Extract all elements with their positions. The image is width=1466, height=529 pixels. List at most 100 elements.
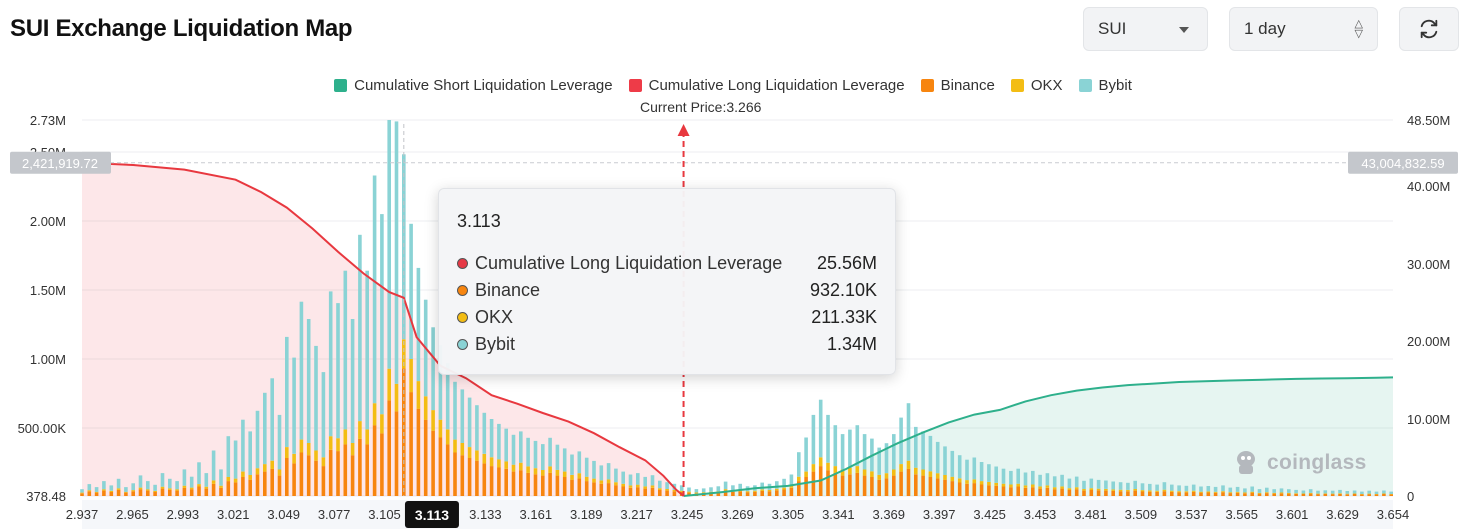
bar-okx (687, 491, 691, 493)
bar-binance (453, 452, 457, 496)
bar-okx (1074, 487, 1079, 490)
legend-label: Binance (940, 77, 995, 94)
legend-item[interactable]: Bybit (1078, 77, 1132, 94)
bar-bybit (438, 345, 443, 420)
bar-okx (818, 457, 823, 467)
bar-bybit (255, 410, 260, 469)
bar-okx (877, 474, 881, 480)
legend-label: Cumulative Long Liquidation Leverage (648, 77, 905, 94)
legend-swatch (1078, 79, 1092, 92)
legend-item[interactable]: Binance (920, 77, 995, 94)
bar-bybit (1060, 474, 1064, 487)
bar-binance (1374, 494, 1379, 496)
x-tick-label: 2.993 (167, 507, 200, 522)
bar-okx (358, 421, 362, 439)
bar-okx (1352, 493, 1357, 494)
bar-binance (1038, 488, 1042, 496)
bar-binance (168, 489, 172, 496)
bar-bybit (321, 372, 326, 458)
bar-binance (1126, 491, 1130, 496)
bar-binance (255, 474, 260, 496)
bar-bybit (365, 270, 369, 430)
bar-bybit (153, 484, 157, 491)
bar-bybit (1272, 489, 1276, 493)
bar-okx (241, 471, 245, 477)
x-tick-label: 3.629 (1326, 507, 1359, 522)
bar-binance (672, 491, 677, 496)
bar-binance (380, 433, 384, 496)
bar-bybit (1104, 480, 1108, 489)
x-tick-label: 3.245 (671, 507, 704, 522)
x-tick-label: 3.269 (721, 507, 754, 522)
bar-binance (599, 483, 604, 496)
bar-okx (431, 410, 435, 431)
bar-bybit (570, 454, 574, 475)
bar-binance (650, 487, 655, 496)
bar-bybit (306, 319, 311, 443)
refresh-button[interactable] (1399, 7, 1459, 51)
refresh-icon (1420, 19, 1438, 39)
bar-okx (672, 489, 677, 492)
page-title: SUI Exchange Liquidation Map (10, 15, 353, 42)
bar-bybit (694, 489, 699, 493)
legend-item[interactable]: OKX (1010, 77, 1063, 94)
bar-okx (102, 489, 106, 491)
bar-okx (921, 469, 925, 476)
bar-bybit (950, 450, 955, 477)
y-left-tick-label: 1.50M (30, 283, 66, 298)
bar-okx (387, 368, 391, 401)
bar-okx (614, 482, 618, 486)
bar-okx (709, 491, 713, 493)
bar-binance (1323, 494, 1328, 496)
bar-okx (870, 471, 874, 477)
tooltip-series-dot (457, 258, 468, 269)
x-tick-label: 2.965 (116, 507, 149, 522)
x-tick-label: 3.341 (822, 507, 855, 522)
bar-binance (438, 437, 443, 496)
bar-okx (1184, 491, 1189, 493)
legend-item[interactable]: Cumulative Long Liquidation Leverage (628, 77, 905, 94)
bar-bybit (606, 463, 611, 480)
legend-label: OKX (1030, 77, 1063, 94)
bar-binance (219, 487, 223, 496)
bar-binance (972, 483, 977, 496)
coin-select[interactable]: SUI (1083, 7, 1208, 51)
bar-binance (1118, 491, 1123, 496)
y-left-tick-label: 1.00M (30, 352, 66, 367)
bar-okx (855, 466, 860, 473)
x-tick-label: 3.305 (772, 507, 805, 522)
bar-okx (255, 468, 260, 475)
bar-binance (570, 479, 574, 496)
bar-bybit (877, 447, 881, 475)
range-select[interactable]: 1 day △ ▽ (1229, 7, 1378, 51)
bar-binance (775, 490, 779, 496)
bar-okx (1316, 493, 1320, 495)
bar-bybit (394, 121, 399, 384)
bar-binance (994, 485, 998, 496)
bar-bybit (1133, 480, 1137, 489)
bar-binance (943, 479, 947, 496)
bar-bybit (1052, 476, 1057, 488)
bar-binance (321, 466, 326, 496)
bar-binance (1148, 491, 1152, 496)
bar-bybit (1126, 482, 1130, 490)
bar-binance (1221, 492, 1225, 496)
bar-okx (570, 475, 574, 480)
y-left-marker-label: 2,421,919.72 (22, 156, 98, 171)
tooltip-series-value: 211.33K (811, 307, 877, 327)
bar-okx (1052, 487, 1057, 490)
legend-item[interactable]: Cumulative Short Liquidation Leverage (334, 77, 613, 94)
bar-binance (1104, 490, 1108, 496)
bar-binance (153, 492, 157, 496)
x-tick-label: 3.601 (1276, 507, 1309, 522)
bar-bybit (1001, 468, 1006, 484)
bar-binance (840, 475, 845, 496)
x-tick-label: 3.397 (923, 507, 956, 522)
bar-binance (350, 455, 355, 496)
bar-binance (957, 482, 962, 496)
bar-bybit (658, 480, 662, 489)
bar-bybit (109, 485, 114, 491)
bar-okx (445, 429, 450, 445)
bar-binance (1045, 487, 1050, 496)
bar-okx (650, 485, 655, 488)
